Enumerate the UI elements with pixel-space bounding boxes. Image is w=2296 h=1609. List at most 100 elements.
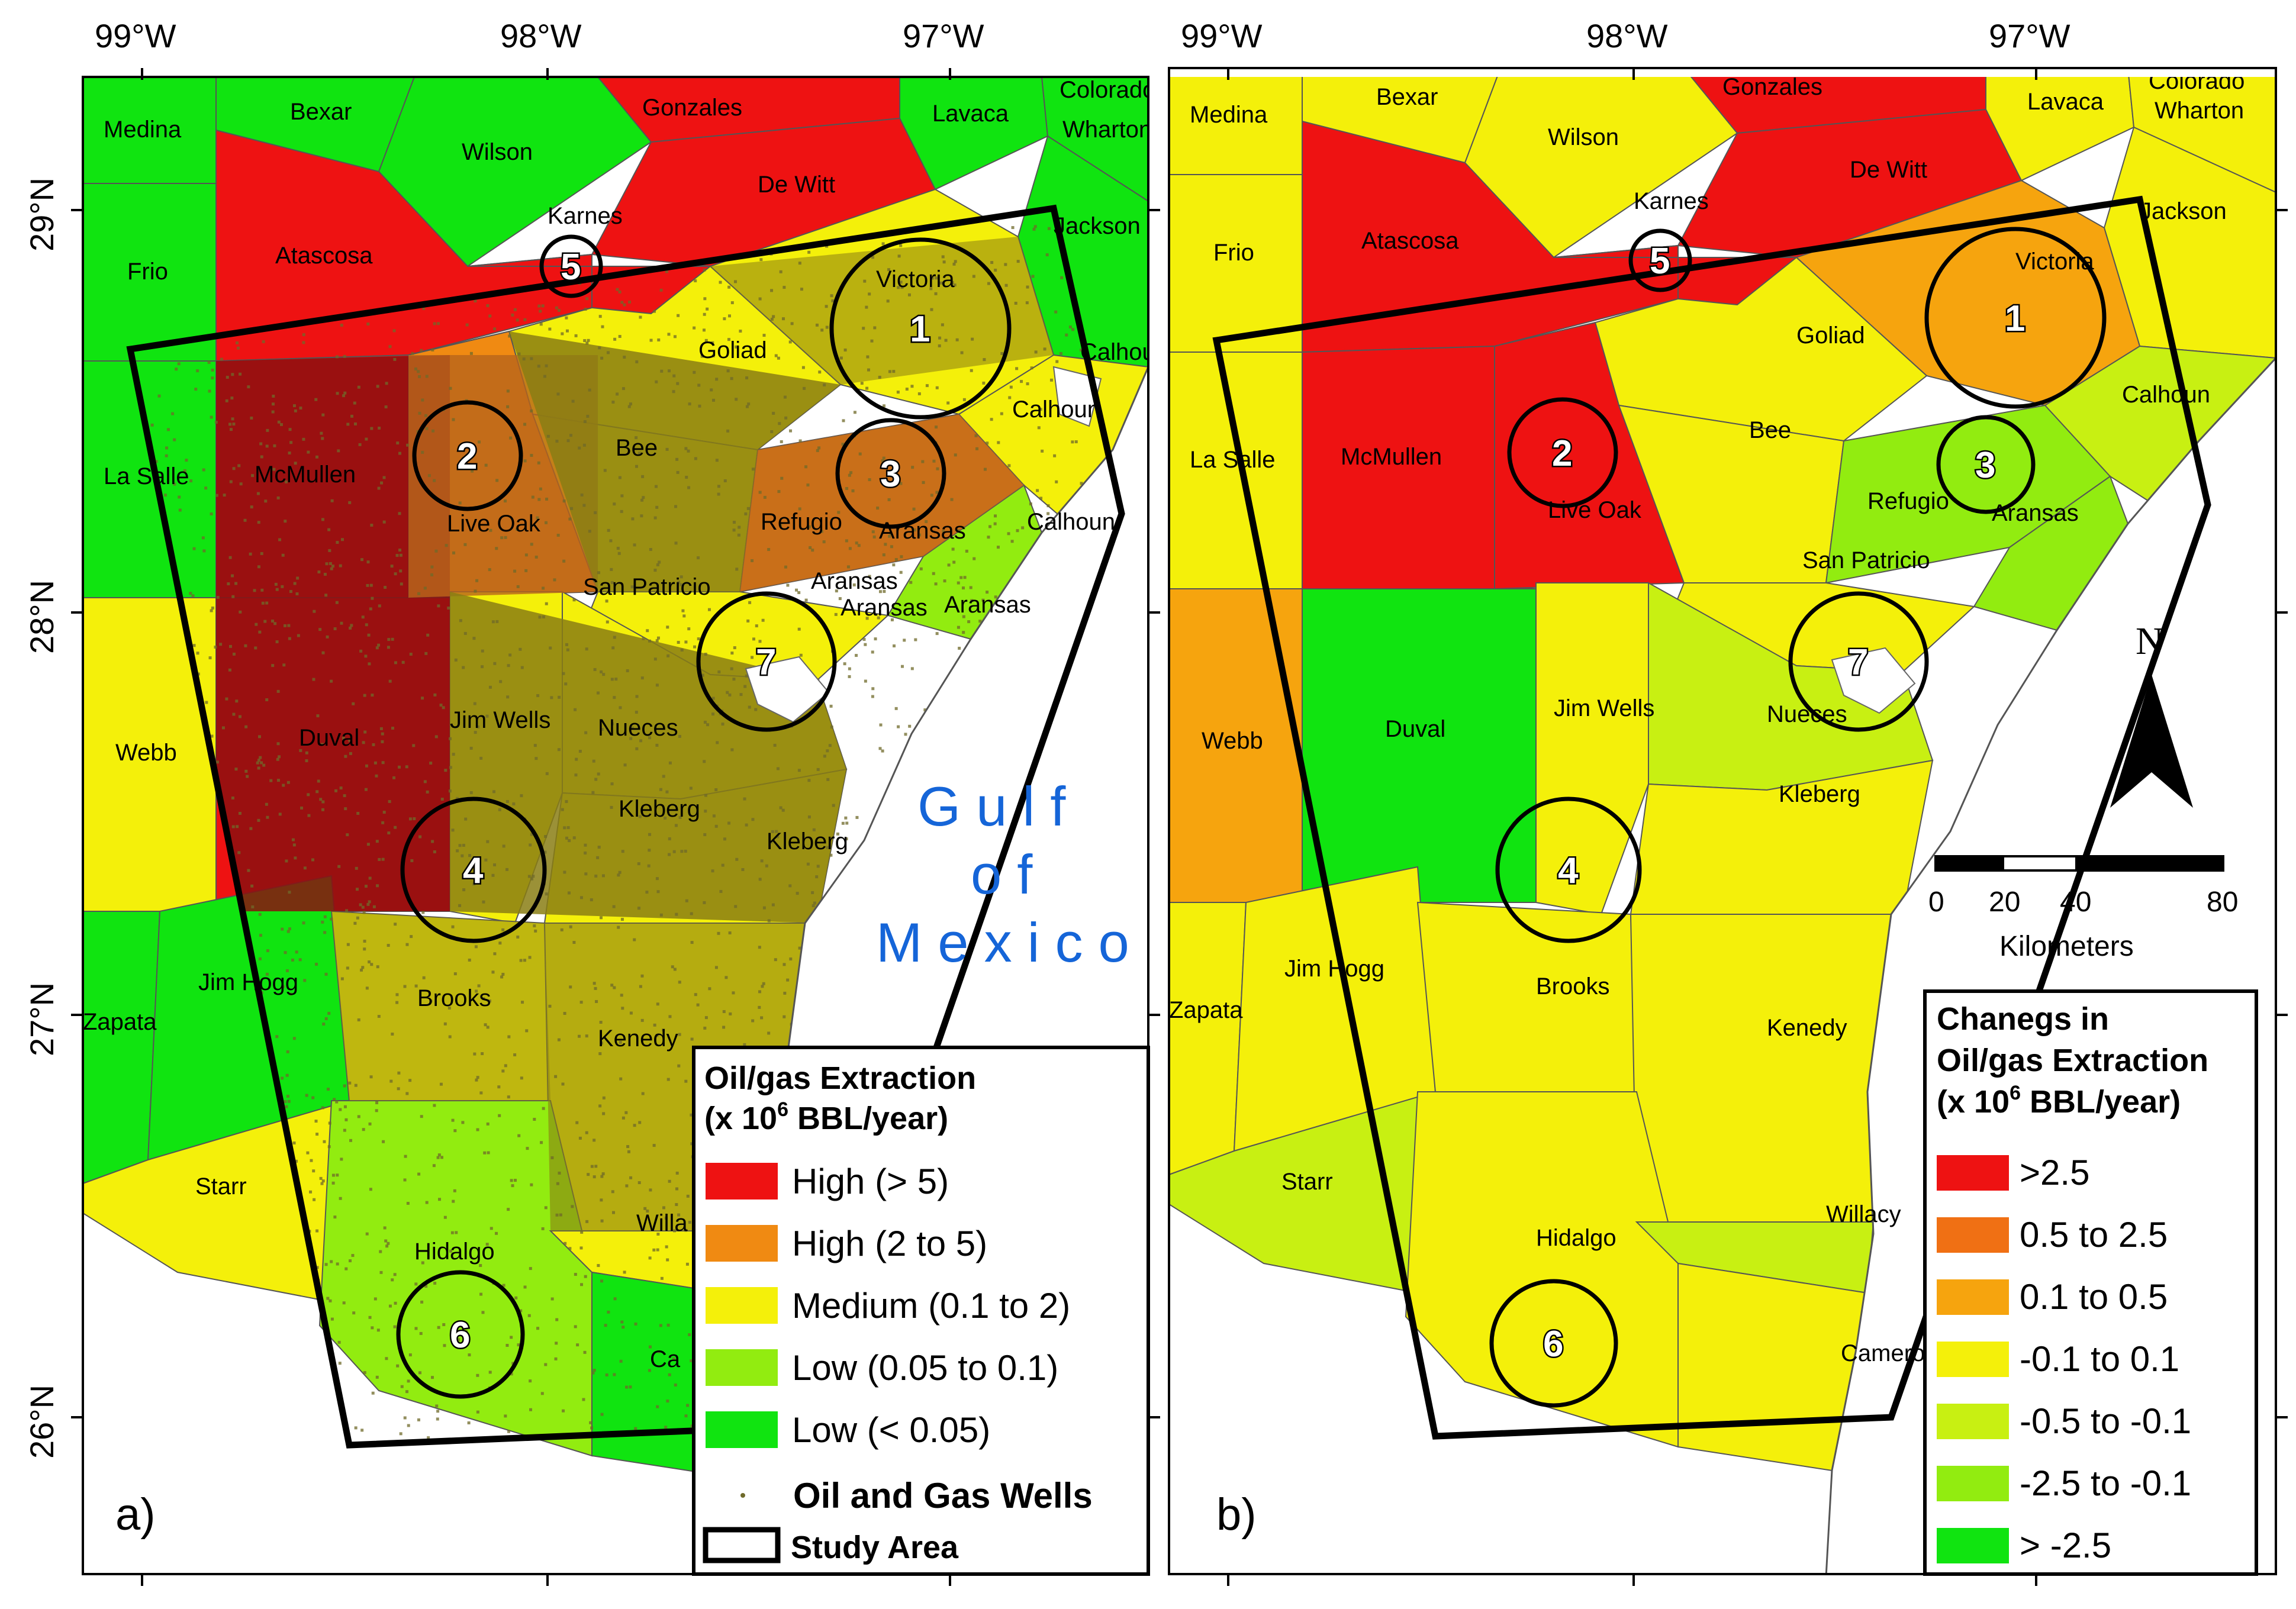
circle-number-6-a: 6 xyxy=(450,1315,470,1356)
study-circles: 1 1 2 2 3 3 4 4 5 5 6 6 7 7 xyxy=(396,227,2107,1408)
county-label-willacy-b: Willacy xyxy=(1826,1201,1901,1227)
legend-b-label-3: -0.1 to 0.1 xyxy=(2020,1339,2179,1379)
circle-number-5-a: 5 xyxy=(561,247,581,288)
legend-a-wells-label: Oil and Gas Wells xyxy=(793,1476,1093,1516)
county-label-victoria-b: Victoria xyxy=(2015,249,2094,275)
county-label-calhoun3-a: Calhoun xyxy=(1027,509,1115,535)
circle-2-b xyxy=(1507,397,1618,508)
county-label-zapata-a: Zapata xyxy=(83,1009,157,1035)
county-label-lavaca-b: Lavaca xyxy=(2027,89,2104,115)
legend-a-swatch-4 xyxy=(706,1411,778,1448)
county-label-duval-a: Duval xyxy=(299,725,359,751)
circle-6-a xyxy=(396,1270,525,1399)
lat-label-2: 27°N xyxy=(23,982,60,1056)
county-label-bee-b: Bee xyxy=(1749,417,1791,443)
county-kenedy-b xyxy=(1630,914,1904,1223)
county-label-wilson-a: Wilson xyxy=(462,139,533,165)
legend-b-title-line1: Chanegs in xyxy=(1937,1001,2109,1037)
legend-a-swatch-3 xyxy=(706,1349,778,1386)
circle-number-5-b: 5 xyxy=(1650,241,1670,282)
county-label-victoria-a: Victoria xyxy=(876,266,955,292)
county-label-wilson-b: Wilson xyxy=(1548,124,1619,150)
county-label-atascosa-b: Atascosa xyxy=(1361,228,1459,254)
legend-a-title-line2: (x 106 BBL/year) xyxy=(704,1098,948,1136)
legend-a: Oil/gas Extraction (x 106 BBL/year) High… xyxy=(692,1046,1150,1576)
lon-label-b-1: 98°W xyxy=(1586,17,1668,54)
county-label-medina-b: Medina xyxy=(1190,102,1268,128)
county-label-calhoun1-a: Calhoun xyxy=(1080,339,1168,365)
legend-a-study-swatch xyxy=(703,1527,781,1563)
county-label-medina-a: Medina xyxy=(104,117,182,143)
study-area-a xyxy=(126,204,1125,1449)
county-label-jimwells-b: Jim Wells xyxy=(1554,695,1654,721)
circle-5-b xyxy=(1628,228,1692,292)
panel-b-tag: b) xyxy=(1216,1489,1257,1540)
county-label-jackson-b: Jackson xyxy=(2140,198,2227,224)
legend-b: Chanegs in Oil/gas Extraction (x 106 BBL… xyxy=(1923,989,2258,1576)
legend-b-label-1: 0.5 to 2.5 xyxy=(2020,1215,2168,1255)
legend-b-swatch-0 xyxy=(1937,1155,2009,1191)
circle-5-a xyxy=(539,234,603,298)
county-label-lasalle-b: La Salle xyxy=(1190,447,1276,473)
circle-1-b xyxy=(1924,227,2107,409)
county-label-hidalgo-b: Hidalgo xyxy=(1536,1225,1616,1251)
scale-tick-20: 20 xyxy=(1989,886,2020,918)
legend-a-swatch-2 xyxy=(706,1287,778,1324)
county-label-lasalle-a: La Salle xyxy=(104,463,189,489)
legend-b-label-4: -0.5 to -0.1 xyxy=(2020,1401,2191,1441)
county-label-aransas-b: Aransas xyxy=(1992,500,2079,526)
scale-tick-0: 0 xyxy=(1928,886,1944,918)
county-labels-a: Medina Bexar Wilson Gonzales Lavaca Colorado W… xyxy=(83,77,1168,1372)
legend-b-swatch-5 xyxy=(1937,1466,2009,1501)
county-label-bee-a: Bee xyxy=(616,435,658,461)
county-label-dewitt-b: De Witt xyxy=(1850,157,1927,183)
legend-b-title-line3: (x 106 BBL/year) xyxy=(1937,1082,2181,1120)
circle-number-2-b: 2 xyxy=(1552,433,1572,474)
circle-2-a xyxy=(412,400,523,511)
legend-a-label-3: Low (0.05 to 0.1) xyxy=(792,1348,1058,1388)
lat-label-0: 29°N xyxy=(23,178,60,251)
county-label-brooks-b: Brooks xyxy=(1536,973,1610,999)
county-label-goliad-a: Goliad xyxy=(698,337,767,363)
county-label-karnes-b: Karnes xyxy=(1634,188,1709,214)
circle-4-b xyxy=(1495,797,1642,943)
county-label-aransas1-a: Aransas xyxy=(879,518,966,544)
county-label-starr-b: Starr xyxy=(1281,1169,1333,1195)
circle-number-3-b: 3 xyxy=(1975,445,1995,486)
lon-label-b-0: 99°W xyxy=(1181,17,1263,54)
county-label-cameron-b: Cameron xyxy=(1841,1340,1938,1366)
scale-unit: Kilometers xyxy=(1999,931,2134,962)
county-label-willacy-a: Willa xyxy=(636,1210,688,1236)
scale-tick-80: 80 xyxy=(2207,886,2238,918)
county-label-wharton-b: Wharton xyxy=(2155,98,2244,124)
lat-label-3: 26°N xyxy=(23,1385,60,1459)
circle-7-a xyxy=(696,591,837,732)
legend-a-swatch-1 xyxy=(706,1225,778,1262)
legend-b-label-2: 0.1 to 0.5 xyxy=(2020,1277,2168,1317)
county-label-aransas3-a: Aransas xyxy=(841,595,928,621)
county-label-gonzales-a: Gonzales xyxy=(642,95,742,121)
county-label-colorado-a: Colorado xyxy=(1060,77,1155,103)
circle-3-b xyxy=(1936,415,2036,514)
county-label-gonzales-b: Gonzales xyxy=(1722,74,1822,100)
county-label-brooks-a: Brooks xyxy=(417,985,491,1011)
county-label-jimwells-a: Jim Wells xyxy=(450,707,550,733)
gulf-label-line1: Gulf xyxy=(917,775,1081,837)
panel-a-tag: a) xyxy=(115,1489,156,1540)
county-polygons-b xyxy=(1169,77,2276,1472)
county-label-mcmullen-b: McMullen xyxy=(1341,444,1442,470)
county-label-karnes-a: Karnes xyxy=(548,203,623,229)
county-label-frio-a: Frio xyxy=(127,259,168,285)
county-label-kleberg1-a: Kleberg xyxy=(619,796,700,822)
county-labels-b: Medina Bexar Wilson Gonzales Lavaca Colorado W… xyxy=(1169,74,2245,1366)
lon-label-a-0: 99°W xyxy=(95,17,176,54)
county-label-calhoun-b: Calhoun xyxy=(2122,382,2210,408)
north-arrow: N xyxy=(2110,620,2193,808)
scale-tick-40: 40 xyxy=(2060,886,2091,918)
axis-ticks: 99°W 99°W 98°W 98°W 97°W 97°W 29°N 28°N 27°N 26°N xyxy=(23,17,2288,1586)
county-label-nueces-a: Nueces xyxy=(598,715,678,741)
gulf-label-line2: of xyxy=(971,843,1048,905)
circle-4-a xyxy=(400,797,547,943)
county-label-atascosa-a: Atascosa xyxy=(275,243,373,269)
circle-1-a xyxy=(829,237,1012,420)
